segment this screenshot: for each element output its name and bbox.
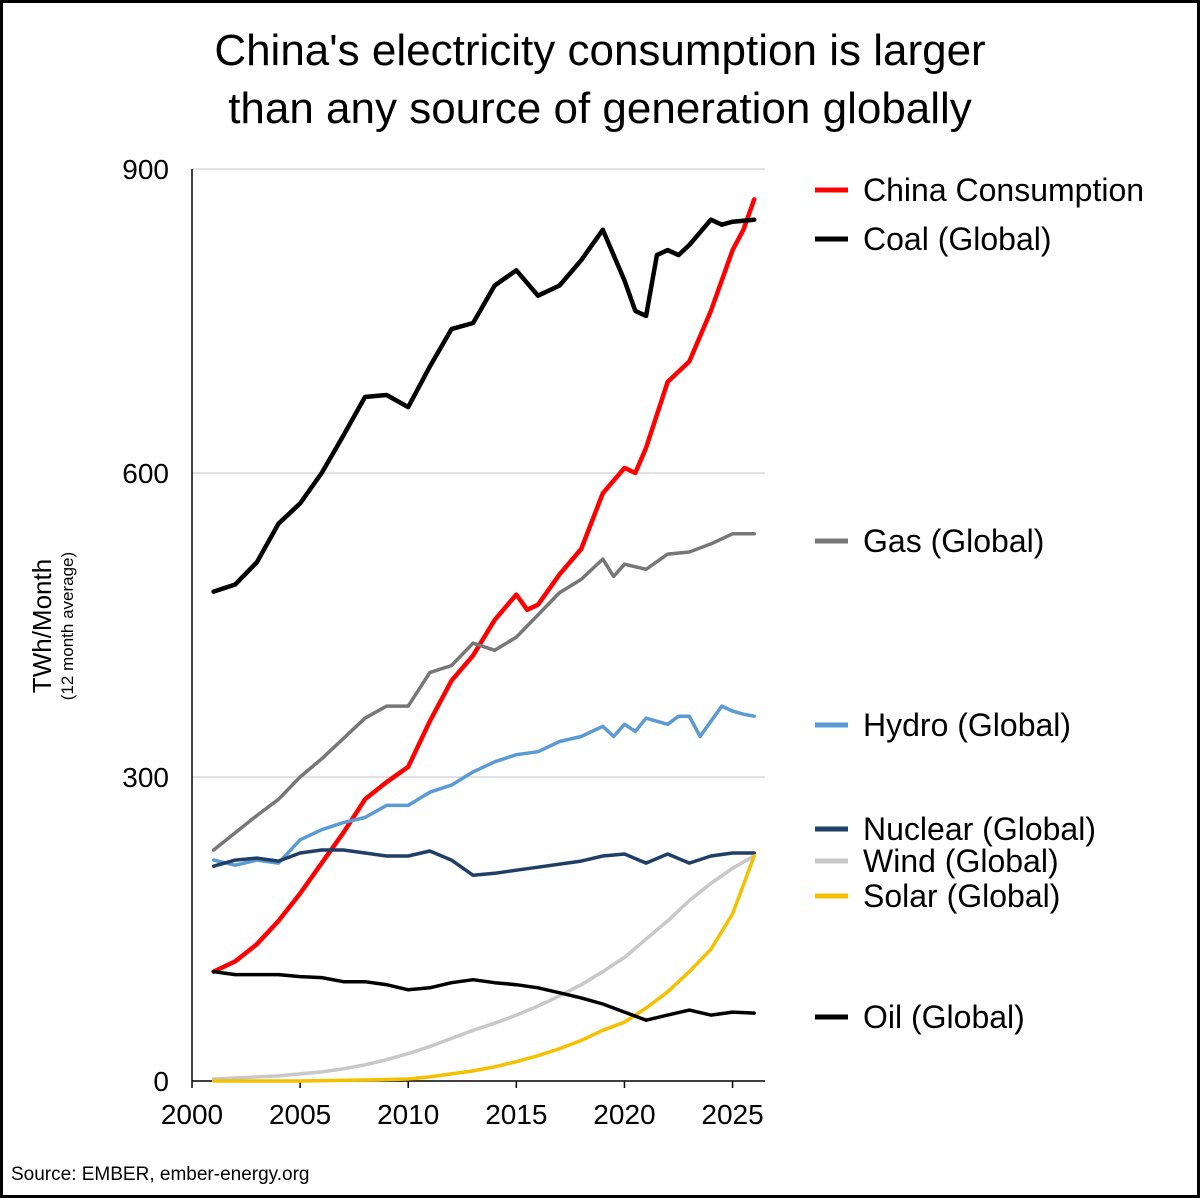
legend: China Consumption Coal (Global) Gas (Globa…: [815, 172, 1144, 1035]
y-axis-ticks: 0 300 600 900: [122, 154, 169, 1097]
legend-label-solar-global: Solar (Global): [863, 878, 1060, 914]
y-tick-label-600: 600: [122, 458, 169, 489]
chart-title: China's electricity consumption is large…: [214, 26, 985, 133]
x-tick-label-2000: 2000: [161, 1099, 223, 1130]
legend-label-wind-global: Wind (Global): [863, 843, 1059, 879]
axes: [191, 169, 765, 1082]
y-tick-label-0: 0: [153, 1066, 169, 1097]
x-tick-label-2010: 2010: [377, 1099, 439, 1130]
series-line-solar-global: [211, 854, 756, 1083]
x-tick-label-2025: 2025: [701, 1099, 763, 1130]
series-line-wind-global: [211, 854, 756, 1081]
series-line-hydro-global: [211, 704, 756, 867]
x-tick-label-2005: 2005: [269, 1099, 331, 1130]
y-axis-title: TWh/Month: [27, 559, 57, 693]
chart-title-line-1: China's electricity consumption is large…: [214, 26, 985, 75]
series-lines: [211, 197, 757, 1083]
y-tick-label-300: 300: [122, 762, 169, 793]
series-line-coal-global: [211, 217, 757, 594]
legend-label-nuclear-global: Nuclear (Global): [863, 811, 1096, 847]
legend-label-gas-global: Gas (Global): [863, 523, 1044, 559]
series-line-china-consumption: [211, 197, 757, 974]
y-axis-label: TWh/Month (12 month average): [27, 552, 77, 700]
source-note: Source: EMBER, ember-energy.org: [11, 1164, 310, 1185]
x-axis-ticks: 2000 2005 2010 2015 2020 2025: [161, 1081, 764, 1130]
legend-label-china-consumption: China Consumption: [863, 172, 1144, 208]
legend-label-oil-global: Oil (Global): [863, 999, 1025, 1035]
y-tick-label-900: 900: [122, 154, 169, 185]
gridlines: [192, 168, 765, 778]
y-axis-subtitle: (12 month average): [58, 552, 77, 700]
chart-title-line-2: than any source of generation globally: [228, 84, 972, 133]
legend-label-hydro-global: Hydro (Global): [863, 707, 1071, 743]
x-tick-label-2015: 2015: [485, 1099, 547, 1130]
series-line-oil-global: [211, 969, 756, 1022]
series-line-nuclear-global: [211, 848, 756, 878]
series-line-gas-global: [211, 532, 756, 852]
line-chart: China's electricity consumption is large…: [11, 26, 1144, 1185]
x-tick-label-2020: 2020: [593, 1099, 655, 1130]
legend-label-coal-global: Coal (Global): [863, 221, 1052, 257]
